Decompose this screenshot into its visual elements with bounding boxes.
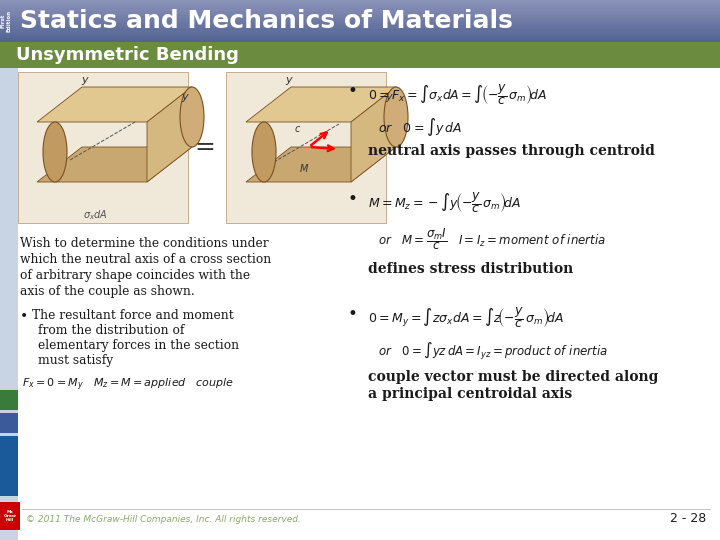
- FancyBboxPatch shape: [0, 28, 720, 30]
- Text: $0 = F_x = \int \sigma_x dA = \int\!\left(-\dfrac{y}{c}\,\sigma_m\right)\!dA$: $0 = F_x = \int \sigma_x dA = \int\!\lef…: [368, 82, 547, 107]
- Text: elementary forces in the section: elementary forces in the section: [38, 339, 239, 352]
- FancyBboxPatch shape: [0, 2, 720, 5]
- Text: First
Edition: First Edition: [1, 10, 12, 32]
- FancyBboxPatch shape: [0, 40, 720, 43]
- Text: $or\quad 0 = \int yz\,dA = I_{yz} = product\ of\ inertia$: $or\quad 0 = \int yz\,dA = I_{yz} = prod…: [378, 341, 608, 362]
- Polygon shape: [246, 87, 396, 122]
- FancyBboxPatch shape: [0, 390, 18, 410]
- FancyBboxPatch shape: [0, 29, 720, 32]
- Text: a principal centroidal axis: a principal centroidal axis: [368, 387, 572, 401]
- Ellipse shape: [384, 87, 408, 147]
- Text: defines stress distribution: defines stress distribution: [368, 262, 573, 276]
- FancyBboxPatch shape: [0, 413, 18, 433]
- Ellipse shape: [180, 87, 204, 147]
- Text: •: •: [348, 305, 358, 323]
- Text: which the neutral axis of a cross section: which the neutral axis of a cross sectio…: [20, 253, 271, 266]
- FancyBboxPatch shape: [0, 36, 720, 38]
- FancyBboxPatch shape: [0, 19, 720, 22]
- FancyBboxPatch shape: [0, 456, 18, 476]
- Text: •: •: [348, 190, 358, 208]
- FancyBboxPatch shape: [0, 42, 720, 68]
- Text: y: y: [386, 92, 392, 102]
- FancyBboxPatch shape: [0, 38, 720, 40]
- Polygon shape: [246, 147, 396, 182]
- Text: must satisfy: must satisfy: [38, 354, 113, 367]
- FancyBboxPatch shape: [0, 33, 720, 36]
- FancyBboxPatch shape: [0, 9, 720, 11]
- Text: $F_x = 0 = M_y \quad M_z = M = applied \quad couple$: $F_x = 0 = M_y \quad M_z = M = applied \…: [22, 377, 234, 394]
- Text: © 2011 The McGraw-Hill Companies, Inc. All rights reserved.: © 2011 The McGraw-Hill Companies, Inc. A…: [26, 515, 301, 523]
- Polygon shape: [147, 87, 192, 182]
- Polygon shape: [37, 147, 192, 182]
- Text: neutral axis passes through centroid: neutral axis passes through centroid: [368, 144, 655, 158]
- Text: $M = M_z = -\int y\!\left(-\dfrac{y}{c}\,\sigma_m\right)\!dA$: $M = M_z = -\int y\!\left(-\dfrac{y}{c}\…: [368, 190, 521, 215]
- FancyBboxPatch shape: [0, 0, 720, 3]
- Text: y: y: [181, 92, 189, 102]
- FancyBboxPatch shape: [0, 12, 720, 15]
- Text: Statics and Mechanics of Materials: Statics and Mechanics of Materials: [20, 9, 513, 33]
- FancyBboxPatch shape: [0, 15, 720, 17]
- Text: c: c: [294, 124, 300, 134]
- FancyBboxPatch shape: [0, 4, 720, 7]
- Text: The resultant force and moment: The resultant force and moment: [32, 309, 234, 322]
- FancyBboxPatch shape: [0, 68, 18, 540]
- FancyBboxPatch shape: [0, 68, 720, 540]
- Polygon shape: [351, 87, 396, 182]
- FancyBboxPatch shape: [0, 25, 720, 28]
- FancyBboxPatch shape: [226, 72, 386, 223]
- Polygon shape: [37, 87, 192, 122]
- Text: y: y: [286, 75, 292, 85]
- Text: Unsymmetric Bending: Unsymmetric Bending: [16, 46, 239, 64]
- FancyBboxPatch shape: [0, 21, 720, 24]
- FancyBboxPatch shape: [0, 10, 720, 13]
- Text: $\sigma_x dA$: $\sigma_x dA$: [83, 208, 107, 222]
- FancyBboxPatch shape: [0, 6, 720, 9]
- FancyBboxPatch shape: [0, 31, 720, 34]
- Text: axis of the couple as shown.: axis of the couple as shown.: [20, 285, 194, 298]
- FancyBboxPatch shape: [18, 72, 188, 223]
- Text: $0 = M_y = \int z\sigma_x dA = \int z\!\left(-\dfrac{y}{c}\,\sigma_m\right)\!dA$: $0 = M_y = \int z\sigma_x dA = \int z\!\…: [368, 305, 564, 330]
- Text: M: M: [300, 164, 308, 174]
- Text: $or\quad M = \dfrac{\sigma_m I}{c} \quad I = I_z = moment\ of\ inertia$: $or\quad M = \dfrac{\sigma_m I}{c} \quad…: [378, 226, 606, 252]
- Text: 2 - 28: 2 - 28: [670, 512, 706, 525]
- Text: couple vector must be directed along: couple vector must be directed along: [368, 370, 658, 384]
- Text: from the distribution of: from the distribution of: [38, 324, 184, 337]
- Text: Mc
Graw
Hill: Mc Graw Hill: [4, 510, 17, 522]
- FancyBboxPatch shape: [0, 17, 720, 19]
- Ellipse shape: [43, 122, 67, 182]
- FancyBboxPatch shape: [0, 476, 18, 496]
- Text: y: y: [81, 75, 89, 85]
- Text: •: •: [348, 82, 358, 100]
- Text: $or\quad 0 = \int y\, dA$: $or\quad 0 = \int y\, dA$: [378, 116, 462, 138]
- Ellipse shape: [252, 122, 276, 182]
- FancyBboxPatch shape: [0, 502, 20, 530]
- Text: of arbitrary shape coincides with the: of arbitrary shape coincides with the: [20, 269, 250, 282]
- FancyBboxPatch shape: [0, 23, 720, 26]
- FancyBboxPatch shape: [0, 436, 18, 456]
- Text: •: •: [20, 309, 28, 323]
- Text: Wish to determine the conditions under: Wish to determine the conditions under: [20, 237, 269, 250]
- Text: =: =: [194, 136, 215, 159]
